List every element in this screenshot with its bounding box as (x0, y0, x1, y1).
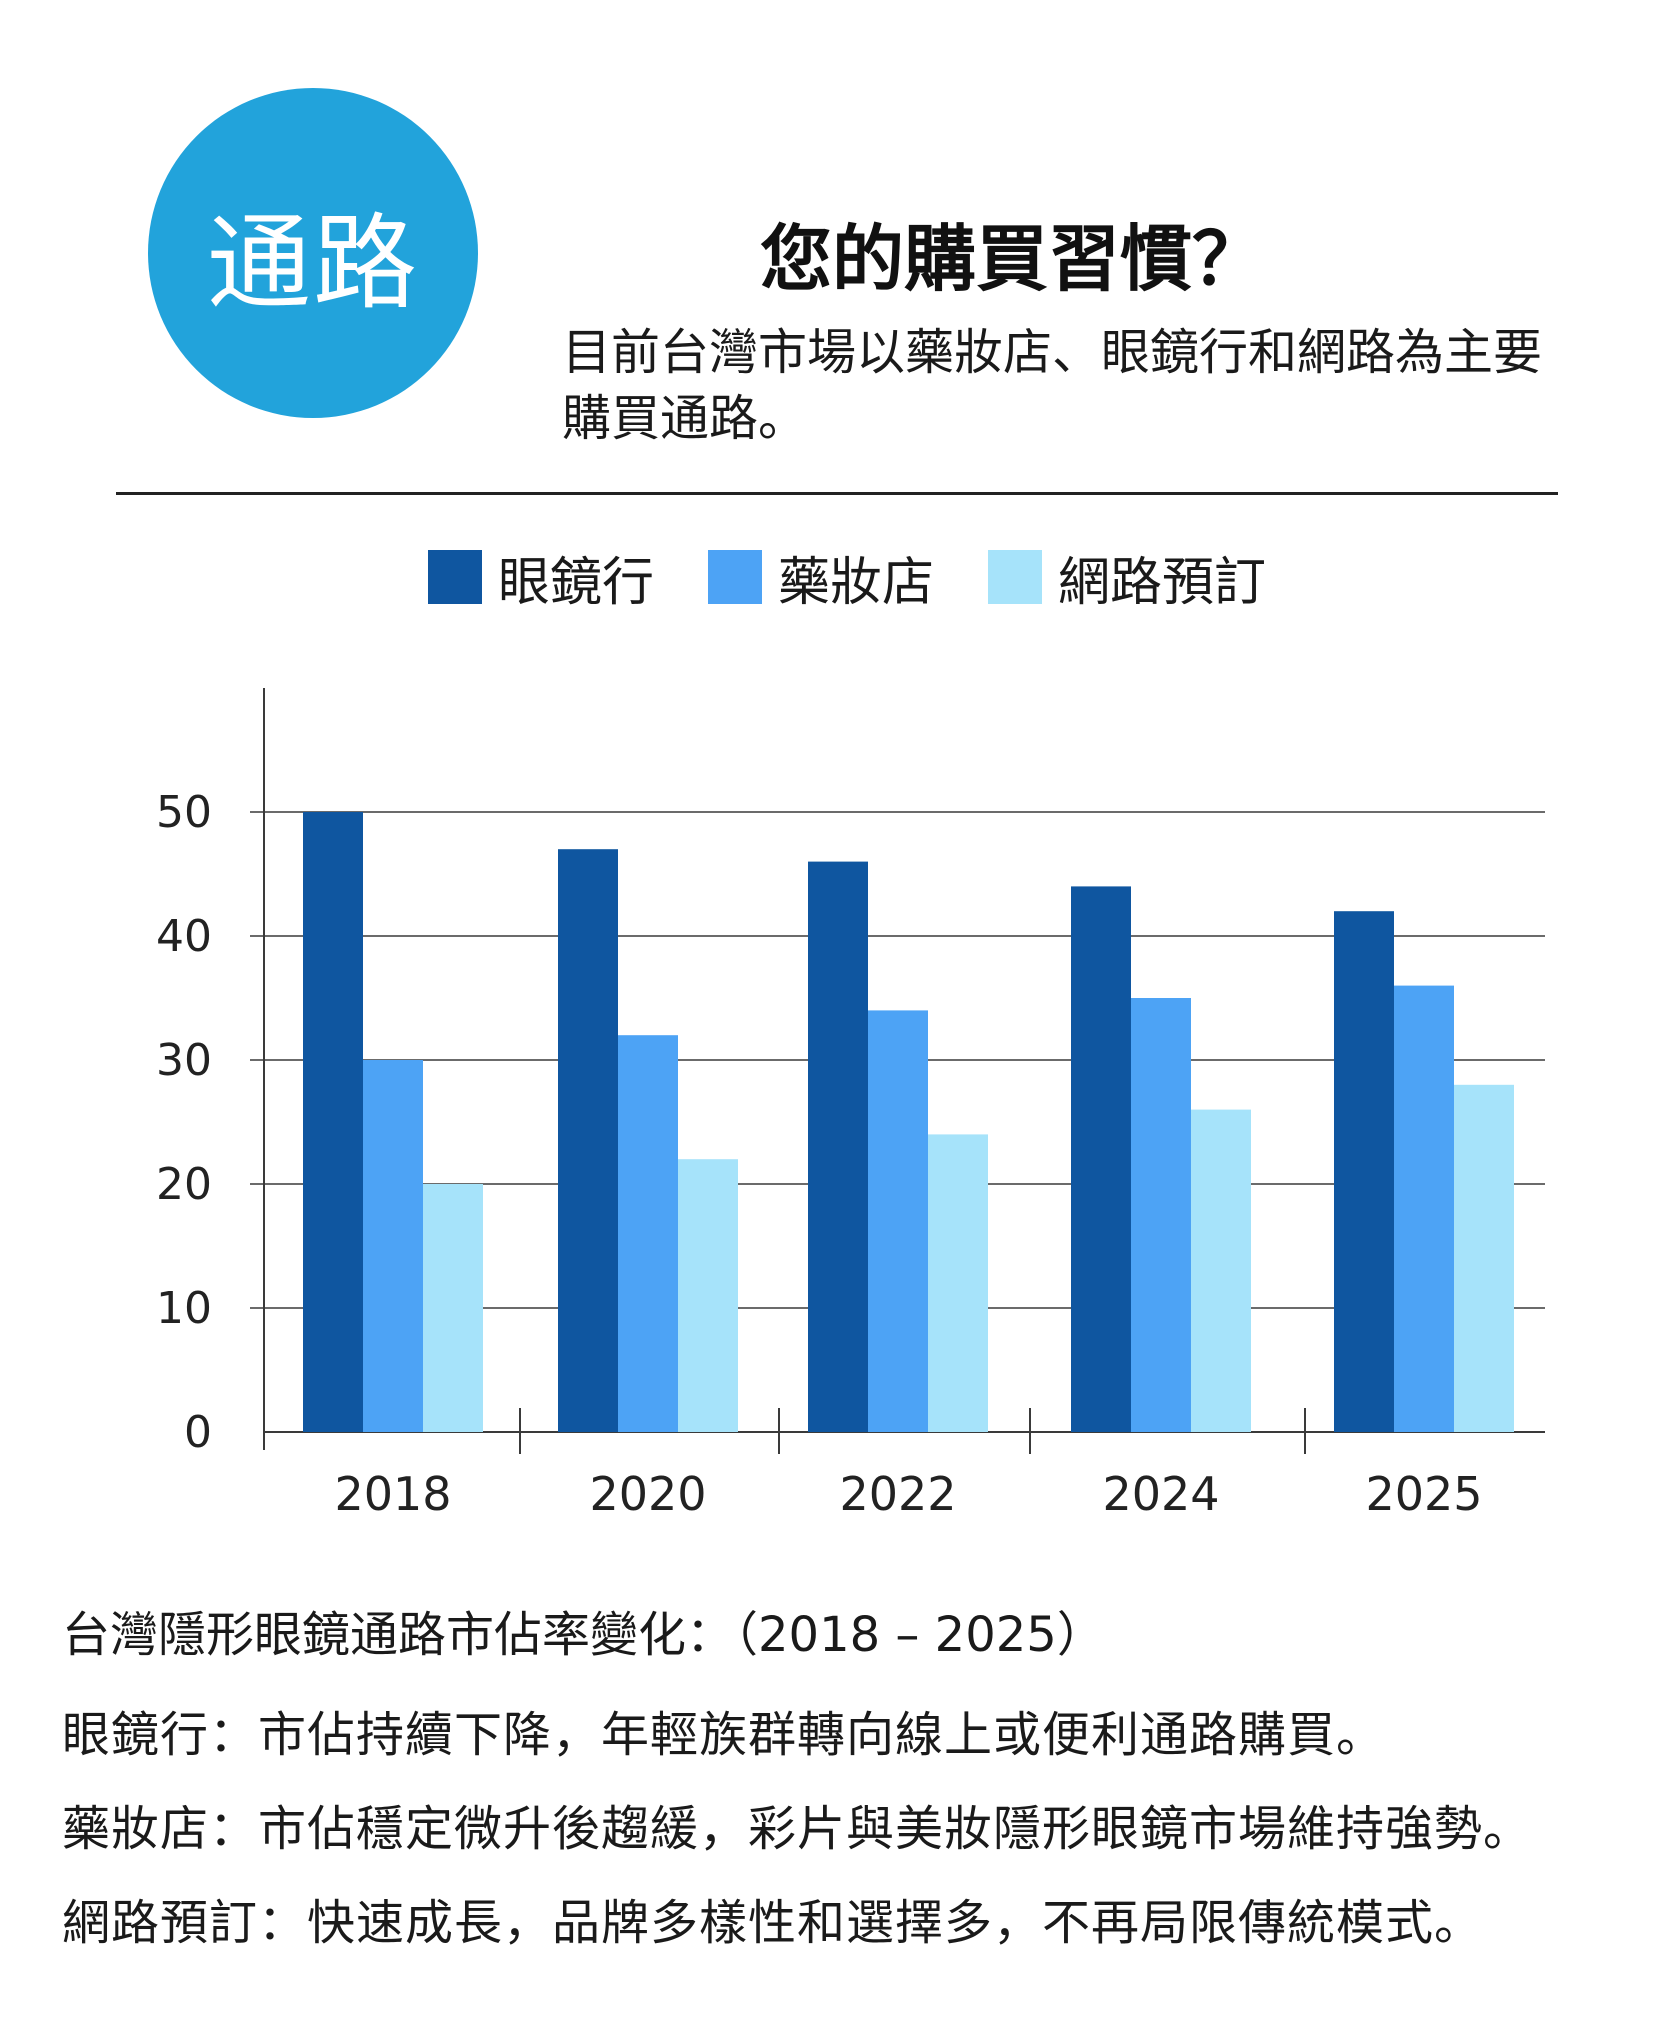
legend-item-drugstore: 藥妝店 (708, 540, 934, 615)
page-title: 您的購買習慣？ (760, 217, 1265, 301)
bar-optical-2024 (1071, 886, 1131, 1432)
x-tick-label: 2024 (1102, 1467, 1219, 1521)
y-tick-label: 10 (156, 1283, 212, 1334)
y-tick-label: 20 (156, 1159, 212, 1210)
bar-online-2020 (678, 1159, 738, 1432)
bar-optical-2020 (558, 849, 618, 1432)
bar-drugstore-2024 (1131, 998, 1191, 1432)
x-tick-label: 2025 (1365, 1467, 1482, 1521)
y-tick-label: 40 (156, 911, 212, 962)
bar-online-2024 (1191, 1109, 1251, 1432)
notes-heading: 台灣隱形眼鏡通路市佔率變化：（2018 – 2025） (62, 1607, 1105, 1663)
page-subtitle: 目前台灣市場以藥妝店、眼鏡行和網路為主要購買通路。 (562, 324, 1543, 447)
bar-optical-2025 (1334, 911, 1394, 1432)
y-tick-label: 0 (184, 1407, 212, 1458)
bar-chart: 0 10 20 30 40 50 2018 2020 2022 2024 2025 (156, 688, 1545, 1521)
legend-label-online: 網路預訂 (1058, 552, 1267, 613)
x-tick-label: 2020 (589, 1467, 706, 1521)
bar-online-2025 (1454, 1084, 1514, 1432)
legend-swatch-optical (428, 550, 482, 604)
legend-item-optical: 眼鏡行 (428, 540, 654, 615)
bar-online-2022 (928, 1134, 988, 1432)
note-optical: 眼鏡行：市佔持續下降，年輕族群轉向線上或便利通路購買。 (62, 1707, 1386, 1763)
badge-label: 通路 (206, 201, 419, 324)
category-badge: 通路 (148, 88, 478, 418)
legend-swatch-online (988, 550, 1043, 604)
y-tick-label: 50 (156, 787, 212, 838)
bar-drugstore-2020 (618, 1035, 678, 1432)
bar-drugstore-2025 (1394, 985, 1454, 1432)
chart-notes: 台灣隱形眼鏡通路市佔率變化：（2018 – 2025） 眼鏡行：市佔持續下降，年… (62, 1595, 1662, 1977)
legend-label-optical: 眼鏡行 (498, 552, 655, 613)
bar-optical-2018 (303, 812, 363, 1432)
y-tick-label: 30 (156, 1035, 212, 1086)
chart-legend: 眼鏡行 藥妝店 網路預訂 (428, 545, 1320, 613)
x-tick-label: 2018 (334, 1467, 451, 1521)
bar-drugstore-2022 (868, 1010, 928, 1432)
x-tick-label: 2022 (839, 1467, 956, 1521)
bar-online-2018 (423, 1184, 483, 1432)
legend-swatch-drugstore (708, 550, 763, 604)
bar-drugstore-2018 (363, 1060, 423, 1432)
bar-optical-2022 (808, 861, 868, 1432)
note-drugstore: 藥妝店：市佔穩定微升後趨緩，彩片與美妝隱形眼鏡市場維持強勢。 (62, 1801, 1533, 1857)
legend-label-drugstore: 藥妝店 (778, 552, 935, 613)
divider (116, 492, 1558, 495)
legend-item-online: 網路預訂 (988, 540, 1266, 615)
note-online: 網路預訂：快速成長，品牌多樣性和選擇多，不再局限傳統模式。 (62, 1895, 1484, 1951)
